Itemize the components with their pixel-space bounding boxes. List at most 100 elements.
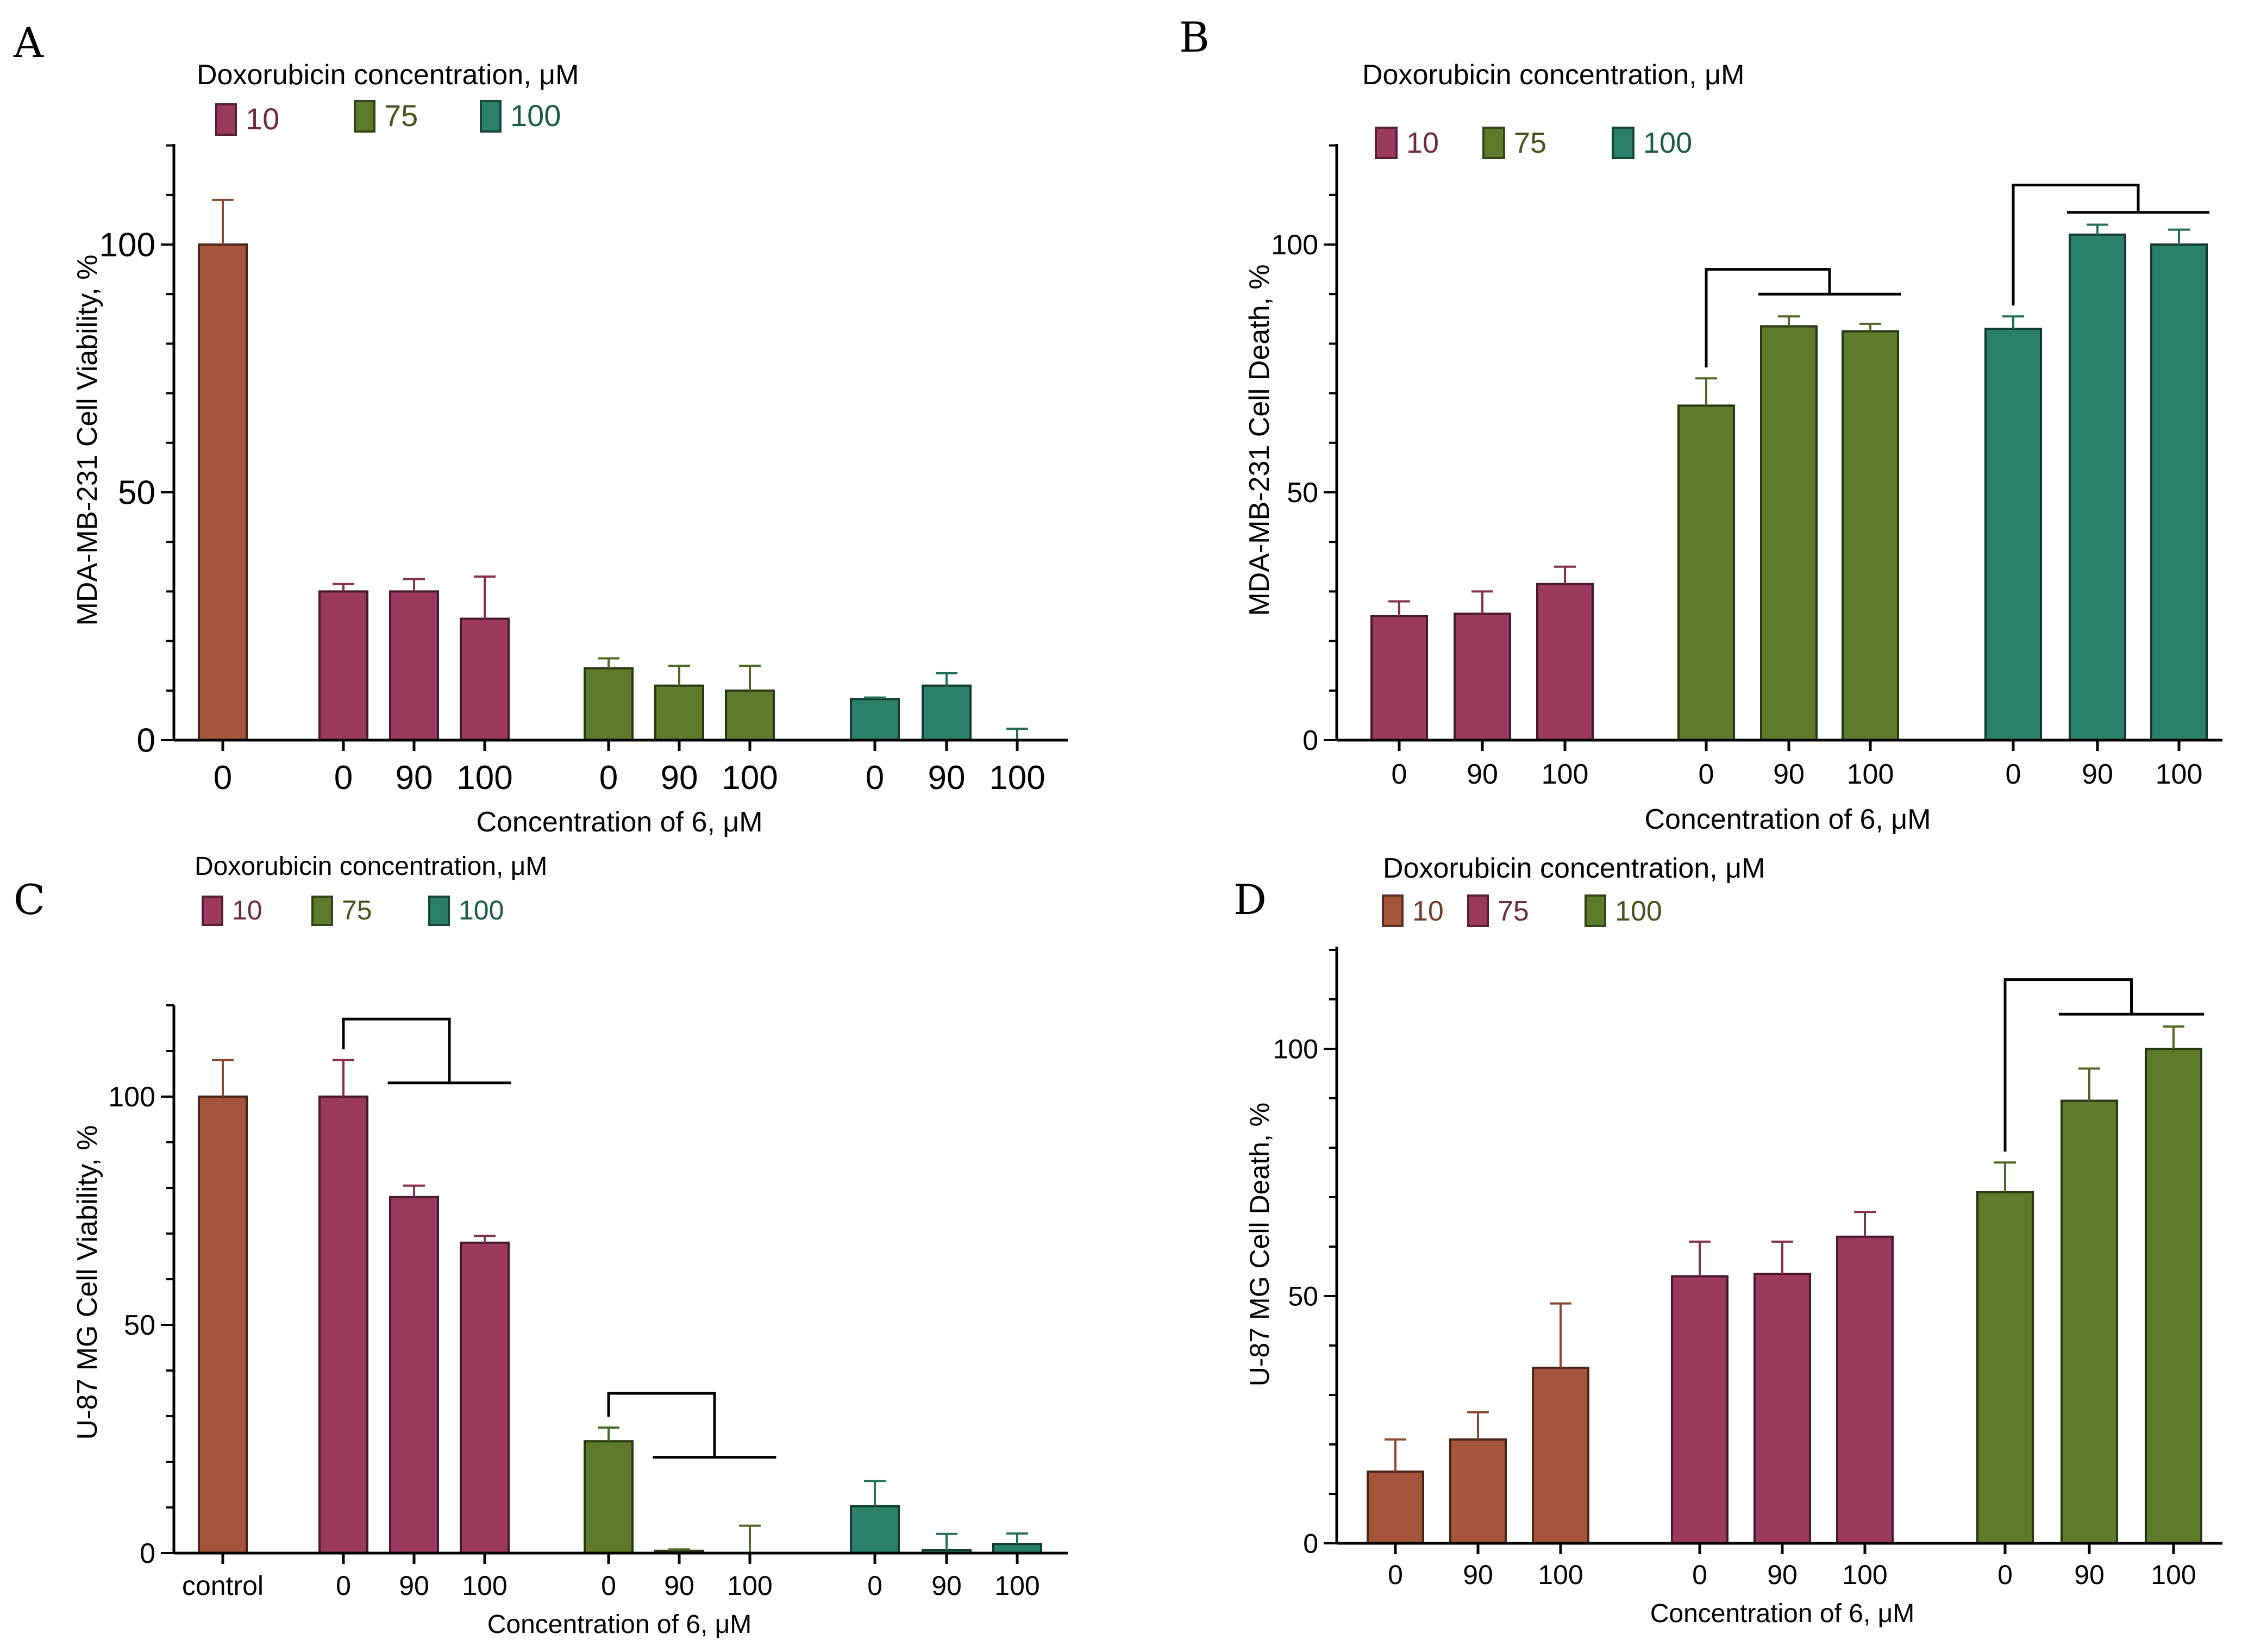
x-axis-title: Concentration of 6, μM (1650, 1599, 1915, 1628)
bar (2061, 1099, 2118, 1545)
panel-letter: A (13, 18, 44, 67)
x-tick-label: 0 (214, 759, 232, 797)
x-tick-label: 100 (456, 759, 512, 797)
x-tick-label: 90 (1767, 1560, 1798, 1590)
x-tick-label: 90 (664, 1570, 694, 1601)
x-tick-label: 0 (1692, 1560, 1707, 1590)
legend-label: 10 (1406, 127, 1439, 159)
bar (460, 1241, 510, 1555)
panel-letter: C (14, 875, 45, 924)
x-tick-label: 0 (866, 759, 884, 797)
x-axis-title: Concentration of 6, μM (487, 1610, 752, 1639)
bar (1370, 615, 1428, 741)
legend-title: Doxorubicin concentration, μM (195, 852, 547, 881)
significance-bracket (607, 1392, 716, 1457)
x-tick-label: 100 (727, 1570, 772, 1601)
y-axis-title: MDA-MB-231 Cell Viability, % (72, 255, 103, 626)
bar (725, 689, 775, 742)
legend-label: 75 (1498, 896, 1529, 927)
legend-label: 10 (246, 102, 279, 136)
x-tick-label: 0 (1997, 1560, 2013, 1590)
legend-label: 100 (1643, 127, 1692, 159)
x-tick-label: 0 (1388, 1560, 1403, 1590)
x-tick-label: 90 (928, 759, 966, 797)
legend-swatch (215, 103, 237, 136)
x-tick-label: 90 (931, 1570, 962, 1601)
x-axis-title: Concentration of 6, μM (1644, 804, 1931, 835)
x-tick-label: 100 (1538, 1560, 1583, 1590)
x-tick-label: 0 (334, 759, 353, 797)
legend-label: 100 (1615, 896, 1662, 927)
legend-swatch (1467, 894, 1489, 927)
significance-bracket (2012, 184, 2140, 306)
y-axis-title: MDA-MB-231 Cell Death, % (1244, 264, 1275, 616)
y-axis-title: U-87 MG Cell Death, % (1244, 1103, 1275, 1386)
bar (198, 1096, 248, 1554)
bar (1677, 404, 1735, 741)
x-tick-label: 100 (722, 759, 778, 797)
y-tick-label: 100 (1271, 229, 1318, 261)
x-tick-label: 0 (1392, 759, 1407, 790)
y-tick-label: 0 (140, 1538, 155, 1569)
x-axis-title: Concentration of 6, μM (476, 806, 762, 838)
bar (1984, 328, 2042, 741)
x-tick-label: 0 (599, 759, 618, 797)
legend-swatch (1382, 894, 1404, 927)
legend-swatch (1375, 127, 1398, 159)
bar (654, 684, 704, 742)
x-tick-label: 90 (2074, 1560, 2105, 1590)
x-tick-label: 100 (462, 1570, 507, 1601)
bar (389, 1196, 439, 1555)
legend-title: Doxorubicin concentration, μM (1383, 853, 1765, 884)
x-tick-label: 90 (399, 1570, 429, 1601)
bar (922, 684, 972, 742)
bar (460, 617, 510, 742)
legend-label: 75 (384, 98, 418, 133)
x-tick-label: 100 (1542, 759, 1589, 790)
y-tick-label: 0 (1302, 725, 1318, 756)
bar (1836, 1235, 1894, 1545)
bar (1532, 1366, 1589, 1544)
significance-bracket (2003, 978, 2133, 1152)
legend-swatch (1482, 127, 1505, 159)
x-tick-label: 90 (661, 759, 698, 797)
y-axis-title: U-87 MG Cell Viability, % (72, 1125, 103, 1440)
y-tick-label: 50 (1288, 1281, 1318, 1312)
bar (2069, 233, 2126, 741)
panel-c: C Doxorubicin concentration, μM 10 75 100 con… (14, 852, 1068, 1639)
x-tick-label: 90 (2082, 759, 2113, 790)
bar (584, 667, 634, 742)
bar (1842, 330, 1899, 741)
significance-bracket (342, 1017, 451, 1083)
bar (1753, 1273, 1811, 1545)
legend-swatch (1612, 127, 1634, 159)
x-tick-label: 90 (396, 759, 433, 797)
y-tick-label: 0 (1303, 1529, 1318, 1559)
legend-swatch (354, 100, 375, 133)
bar (850, 698, 900, 741)
x-tick-label: 90 (1463, 1560, 1493, 1590)
bar (1454, 612, 1511, 741)
panel-d: D Doxorubicin concentration, μM 10 75 100 0 90… (1233, 853, 2222, 1628)
bar (2150, 243, 2208, 741)
bar (1536, 583, 1594, 741)
y-tick-label: 50 (1287, 477, 1318, 509)
x-tick-label: 100 (989, 759, 1045, 797)
x-tick-label: control (182, 1570, 264, 1601)
y-tick-label: 50 (124, 1310, 155, 1341)
bar (1367, 1470, 1424, 1545)
significance-bracket (1705, 268, 1831, 368)
panel-letter: D (1233, 875, 1267, 924)
y-tick-label: 100 (99, 227, 155, 264)
bar (318, 590, 368, 742)
legend-label: 75 (1514, 127, 1546, 159)
legend-label: 75 (342, 895, 372, 925)
legend-title: Doxorubicin concentration, μM (1362, 59, 1744, 91)
panel-a: A Doxorubicin concentration, μM 10 75 100 0 0 9… (13, 18, 1068, 838)
x-tick-label: 100 (2156, 759, 2203, 790)
bar (318, 1096, 368, 1554)
x-tick-label: 100 (2151, 1560, 2196, 1590)
x-tick-label: 0 (867, 1570, 882, 1601)
legend-swatch (202, 896, 223, 926)
